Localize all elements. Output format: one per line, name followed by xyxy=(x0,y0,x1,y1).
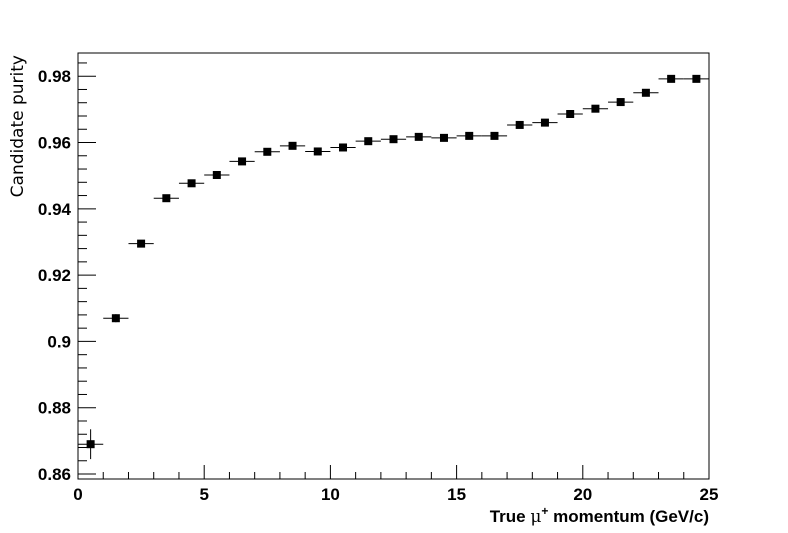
point-marker xyxy=(86,440,95,449)
data-points xyxy=(78,74,709,460)
y-axis-ticks: 0.86 0.88 0.9 0.92 0.94 0.96 0.98 xyxy=(38,62,96,484)
data-point xyxy=(78,429,104,460)
data-point xyxy=(633,88,659,97)
data-point xyxy=(279,141,306,150)
point-marker xyxy=(465,131,474,140)
point-marker xyxy=(162,194,171,203)
point-marker xyxy=(540,118,549,127)
x-tick-label: 25 xyxy=(700,485,719,504)
x-tick-label: 20 xyxy=(573,485,592,504)
data-point xyxy=(229,157,255,166)
data-point xyxy=(658,74,684,83)
point-marker xyxy=(288,141,297,150)
data-point xyxy=(178,179,205,188)
point-marker xyxy=(212,170,221,179)
point-marker xyxy=(389,135,398,144)
data-point xyxy=(557,109,583,118)
point-marker xyxy=(566,109,575,118)
point-marker xyxy=(263,147,272,156)
data-point xyxy=(532,118,558,127)
data-point xyxy=(507,120,533,129)
data-point xyxy=(481,131,508,140)
x-axis-title: True μ+ momentum (GeV/c) xyxy=(490,504,709,527)
data-point xyxy=(355,137,381,146)
data-point xyxy=(406,132,432,141)
point-marker xyxy=(591,104,600,113)
point-marker xyxy=(692,74,701,83)
data-point xyxy=(380,135,407,144)
point-marker xyxy=(339,143,348,152)
y-tick-label: 0.86 xyxy=(38,465,71,484)
point-marker xyxy=(515,120,524,129)
y-axis-title: Candidate purity xyxy=(8,55,28,197)
data-point xyxy=(204,170,230,179)
data-point xyxy=(305,147,331,156)
point-marker xyxy=(414,132,423,141)
point-marker xyxy=(364,137,373,146)
y-tick-label: 0.9 xyxy=(47,332,71,351)
x-tick-label: 0 xyxy=(73,485,82,504)
x-axis-ticks: 0 5 10 15 20 25 xyxy=(73,465,718,504)
y-tick-label: 0.98 xyxy=(38,67,71,86)
data-point xyxy=(431,133,457,142)
data-point xyxy=(103,314,129,323)
point-marker xyxy=(616,98,625,107)
y-tick-label: 0.88 xyxy=(38,399,71,418)
point-marker xyxy=(187,179,196,188)
y-tick-label: 0.96 xyxy=(38,134,71,153)
data-point xyxy=(608,98,634,107)
point-marker xyxy=(238,157,247,166)
point-marker xyxy=(641,88,650,97)
x-tick-label: 5 xyxy=(199,485,208,504)
data-point xyxy=(254,147,280,156)
data-point xyxy=(128,239,154,248)
y-tick-label: 0.92 xyxy=(38,266,71,285)
plot-frame xyxy=(77,52,710,480)
data-point xyxy=(153,194,179,203)
x-tick-label: 15 xyxy=(447,485,466,504)
point-marker xyxy=(111,314,120,323)
y-tick-label: 0.94 xyxy=(38,200,72,219)
data-point xyxy=(330,143,356,152)
data-point xyxy=(683,74,709,83)
point-marker xyxy=(137,239,146,248)
data-point xyxy=(582,104,609,113)
point-marker xyxy=(490,131,499,140)
point-marker xyxy=(313,147,322,156)
point-marker xyxy=(667,74,676,83)
data-point xyxy=(456,131,482,140)
x-tick-label: 10 xyxy=(321,485,340,504)
point-marker xyxy=(439,133,448,142)
